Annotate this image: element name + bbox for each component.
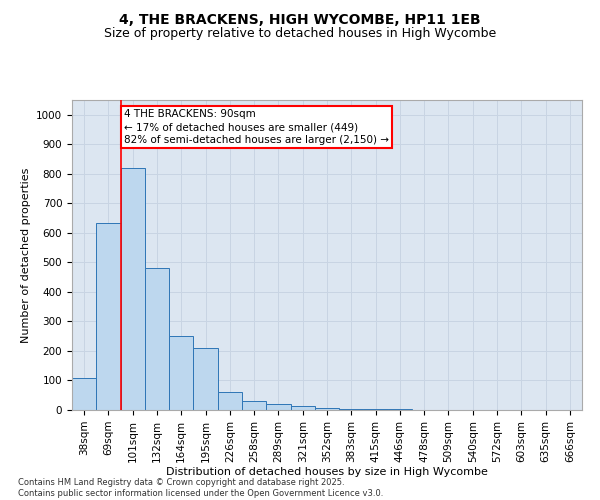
Bar [145,268,169,410]
X-axis label: Distribution of detached houses by size in High Wycombe: Distribution of detached houses by size … [166,468,488,477]
Bar [193,348,218,410]
Bar [169,336,193,410]
Bar [218,392,242,410]
Bar [339,409,364,410]
Bar [266,404,290,410]
Text: 4, THE BRACKENS, HIGH WYCOMBE, HP11 1EB: 4, THE BRACKENS, HIGH WYCOMBE, HP11 1EB [119,12,481,26]
Bar [72,378,96,410]
Bar [290,406,315,410]
Text: Size of property relative to detached houses in High Wycombe: Size of property relative to detached ho… [104,28,496,40]
Y-axis label: Number of detached properties: Number of detached properties [20,168,31,342]
Bar [121,168,145,410]
Text: 4 THE BRACKENS: 90sqm
← 17% of detached houses are smaller (449)
82% of semi-det: 4 THE BRACKENS: 90sqm ← 17% of detached … [124,109,389,146]
Bar [315,408,339,410]
Bar [242,401,266,410]
Bar [96,222,121,410]
Text: Contains HM Land Registry data © Crown copyright and database right 2025.
Contai: Contains HM Land Registry data © Crown c… [18,478,383,498]
